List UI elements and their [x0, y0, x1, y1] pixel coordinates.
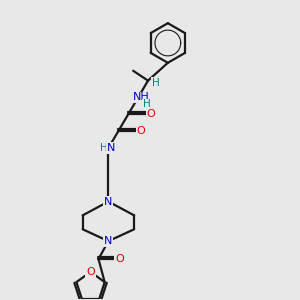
Text: O: O — [115, 254, 124, 264]
Text: O: O — [86, 267, 95, 277]
Text: N: N — [107, 143, 116, 153]
Text: NH: NH — [133, 92, 149, 103]
Text: H: H — [100, 143, 107, 153]
Text: H: H — [152, 78, 160, 88]
Text: O: O — [137, 126, 146, 136]
Text: N: N — [104, 236, 112, 246]
Text: H: H — [143, 99, 151, 110]
Text: N: N — [104, 196, 112, 206]
Text: O: O — [147, 109, 155, 119]
